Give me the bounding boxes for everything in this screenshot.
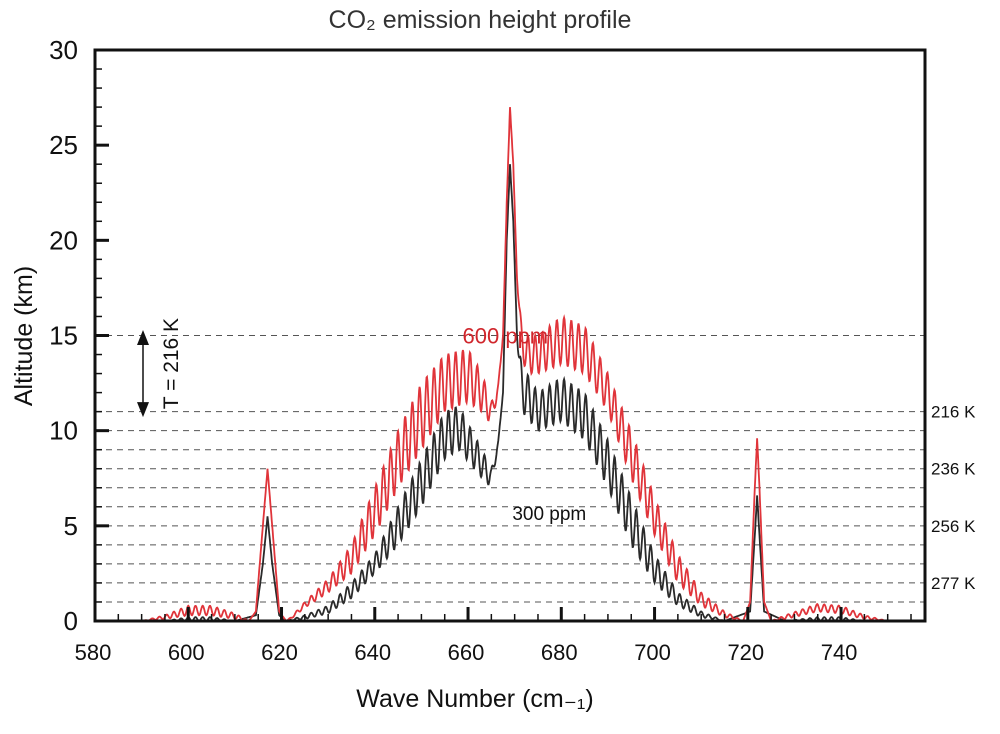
x-tick-label: 620: [261, 640, 298, 665]
y-tick-label: 30: [49, 35, 78, 65]
x-tick-label: 680: [541, 640, 578, 665]
chart-title: CO₂ emission height profile: [329, 6, 632, 34]
series-group: [141, 107, 888, 623]
y-tick-label: 15: [49, 321, 78, 351]
y-tick-label: 0: [64, 606, 78, 636]
y-tick-label: 25: [49, 130, 78, 160]
temperature-label: 216 K: [931, 403, 976, 422]
y-axis-label: Altitude (km): [10, 266, 38, 406]
y-tick-label: 5: [64, 511, 78, 541]
temperature-label: 236 K: [931, 460, 976, 479]
x-tick-label: 600: [168, 640, 205, 665]
x-tick-label: 580: [75, 640, 112, 665]
x-tick-label: 640: [354, 640, 391, 665]
series-line-600ppm: [141, 107, 888, 623]
temperature-label: 277 K: [931, 574, 976, 593]
x-tick-label: 700: [634, 640, 671, 665]
y-tick-label: 20: [49, 225, 78, 255]
x-tick-label: 720: [727, 640, 764, 665]
tick-labels: 216 K 236 K 256 K 277 K 580 600 620 640 660 680 70…: [49, 35, 976, 665]
temperature-annotation: T = 216 K: [137, 318, 183, 418]
grid-lines: [95, 335, 925, 603]
x-tick-label: 740: [821, 640, 858, 665]
x-tick-label: 660: [448, 640, 485, 665]
series-line-300ppm: [164, 164, 864, 622]
temperature-label: 256 K: [931, 517, 976, 536]
y-tick-label: 10: [49, 416, 78, 446]
x-axis-label: Wave Number (cm₋₁): [356, 685, 593, 713]
axis-ticks: [93, 48, 912, 623]
series-label-600ppm: 600 ppm: [463, 324, 549, 349]
series-label-300ppm: 300 ppm: [512, 504, 586, 525]
annotation-text: T = 216 K: [160, 318, 183, 409]
